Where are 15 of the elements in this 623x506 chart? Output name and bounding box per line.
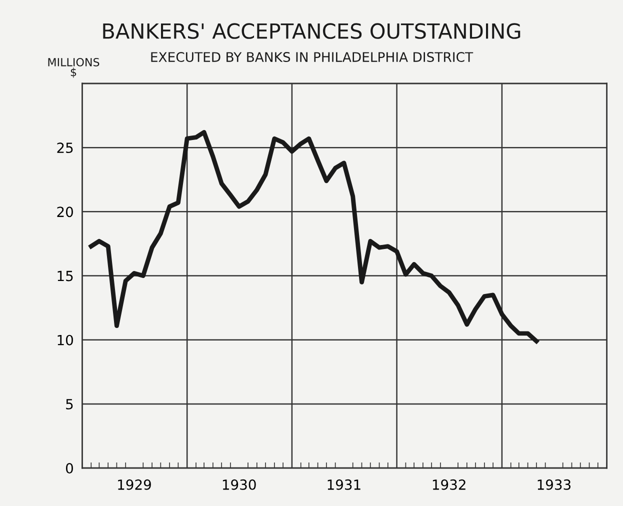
- y-tick-label: 20: [57, 206, 73, 218]
- y-tick-label: 0: [66, 463, 73, 474]
- x-tick-label: 1931: [328, 479, 360, 490]
- x-tick-label: 1929: [118, 479, 151, 490]
- x-tick-label: 1930: [222, 479, 256, 490]
- y-tick-label: 5: [66, 399, 73, 410]
- x-tick-label: 1932: [432, 479, 466, 490]
- y-tick-label: 10: [58, 334, 73, 346]
- chart-title: BANKERS' ACCEPTANCES OUTSTANDING: [103, 23, 520, 39]
- chart-subtitle: EXECUTED BY BANKS IN PHILADELPHIA DISTRICT: [151, 52, 474, 62]
- x-tick-label: 1933: [538, 479, 571, 490]
- y-axis-title: MILLIONS $: [48, 58, 100, 78]
- line-series: [88, 130, 539, 344]
- y-tick-label: 15: [58, 270, 73, 282]
- y-tick-label: 25: [57, 142, 73, 154]
